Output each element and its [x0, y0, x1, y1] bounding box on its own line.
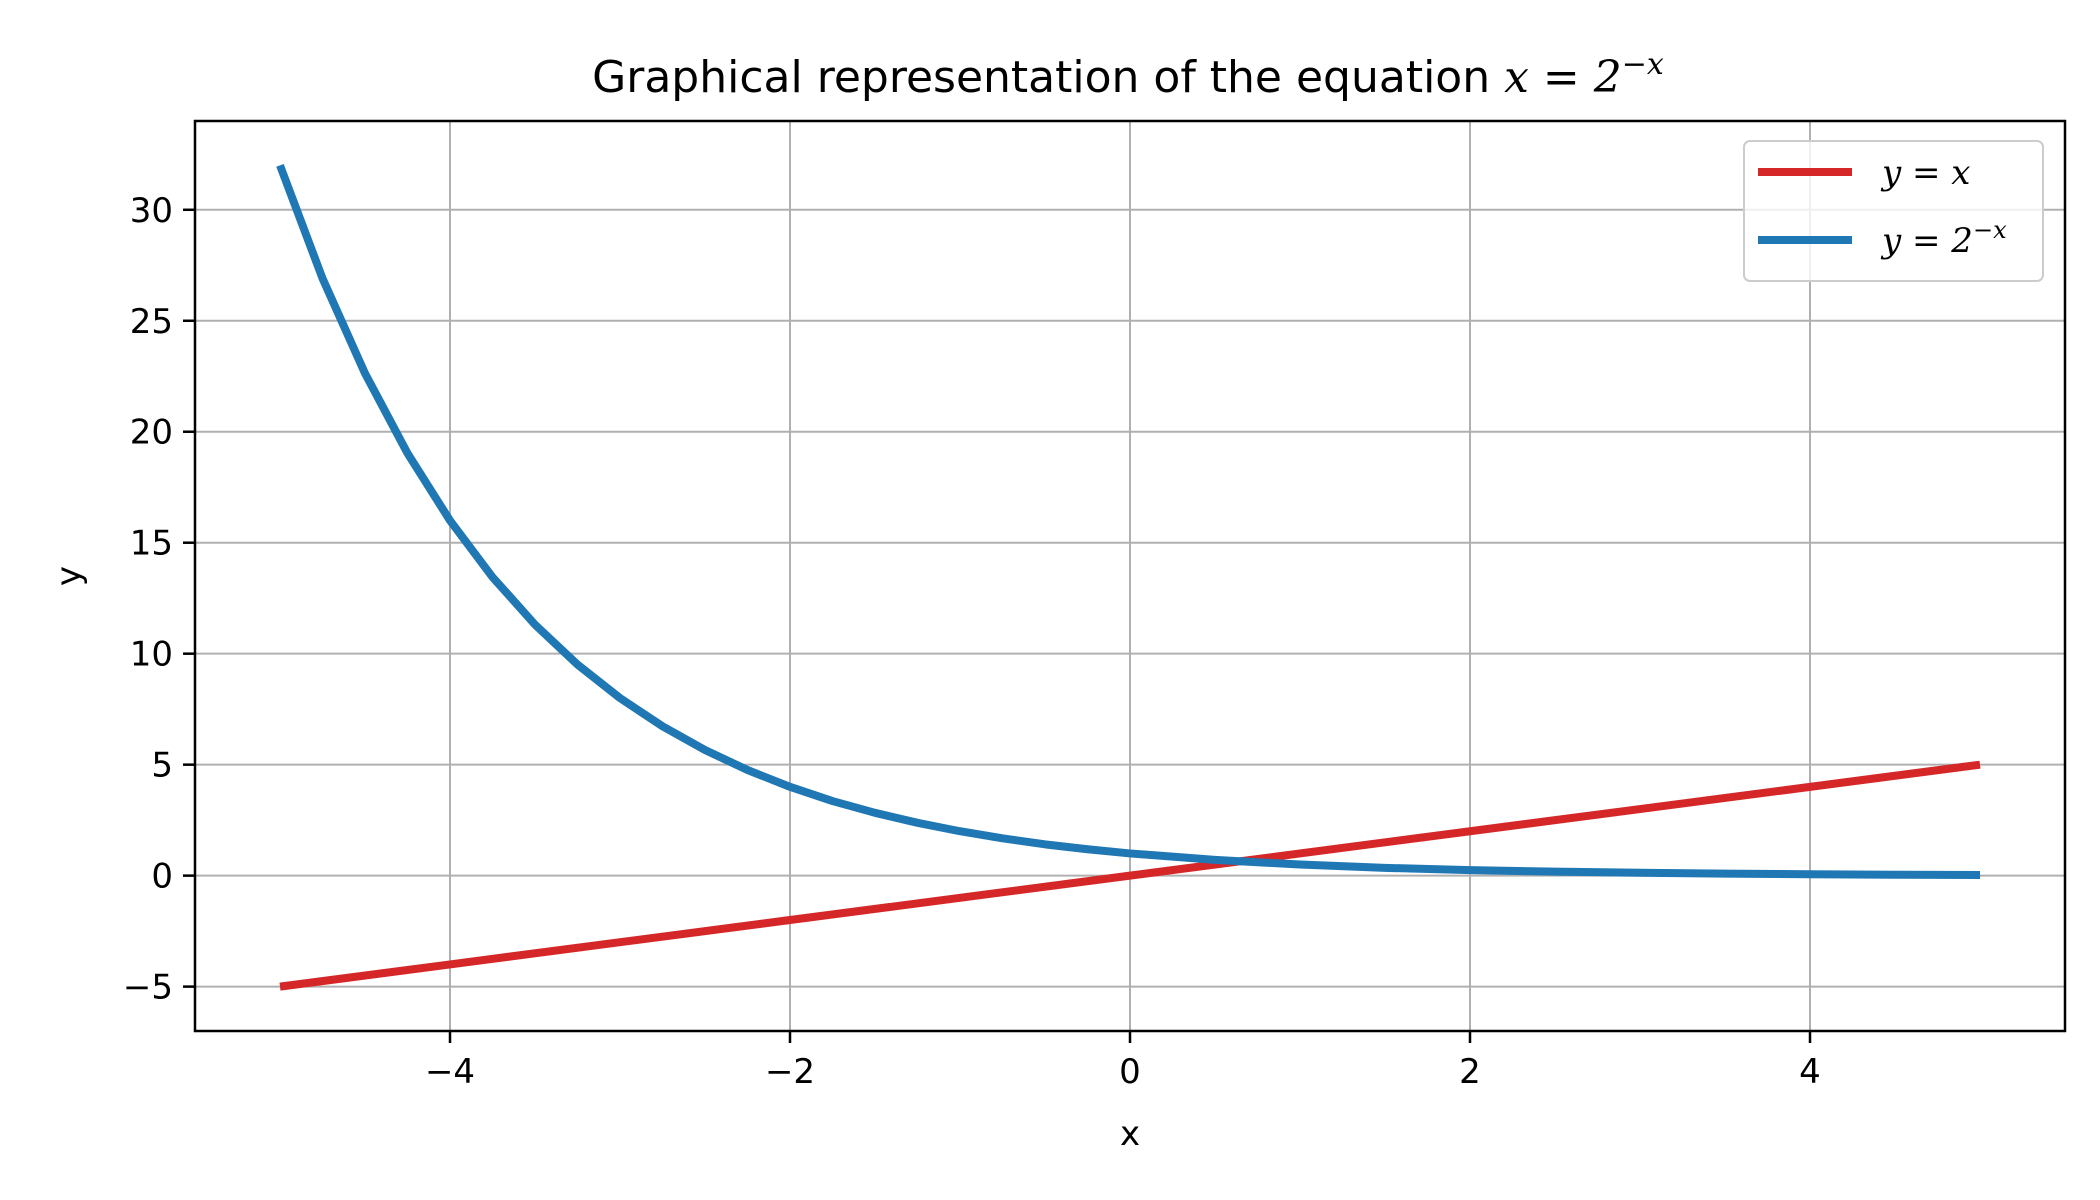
legend-label-1-superscript: −x: [1973, 216, 2007, 244]
x-tick-label: −2: [765, 1052, 815, 1092]
y-tick-label: 10: [130, 635, 173, 675]
series-line-y-equals-x: [279, 760, 1981, 991]
legend-label-y-equals-2-pow-neg-x: y = 2−x: [1880, 216, 2007, 261]
y-tick-label: −5: [123, 968, 173, 1008]
x-tick-label: 2: [1459, 1052, 1481, 1092]
x-axis-label: x: [1120, 1114, 1140, 1154]
chart-title-superscript: −x: [1622, 47, 1664, 82]
chart-title-prefix: Graphical representation of the equation: [592, 52, 1504, 103]
y-tick-label: 5: [151, 746, 173, 786]
y-axis-label: y: [49, 566, 89, 586]
legend-label-1-base: y = 2: [1880, 221, 1973, 261]
y-tick-label: 30: [130, 191, 173, 231]
y-tick-label: 15: [130, 524, 173, 564]
y-tick-label: 0: [151, 857, 173, 897]
series-layer: [276, 163, 1981, 991]
y-tick-label: 25: [130, 302, 173, 342]
y-tick-label: 20: [130, 413, 173, 453]
chart-title-math: x = 2: [1504, 52, 1622, 103]
plot-frame: [193, 119, 2067, 1033]
series-line-y-equals-2-pow-neg-x: [276, 163, 1981, 879]
y-axis-ticks: −5 0 5 10 15 20 25 30: [123, 191, 195, 1008]
x-tick-label: −4: [425, 1052, 475, 1092]
x-tick-label: 0: [1119, 1052, 1141, 1092]
x-axis-ticks: −4 −2 0 2 4: [425, 1031, 1821, 1092]
legend-label-y-equals-x: y = x: [1880, 153, 1971, 193]
legend-label-0-base: y = x: [1880, 153, 1971, 193]
legend: y = x y = 2−x: [1743, 140, 2044, 282]
chart-title: Graphical representation of the equation…: [592, 47, 1664, 103]
x-tick-label: 4: [1799, 1052, 1821, 1092]
